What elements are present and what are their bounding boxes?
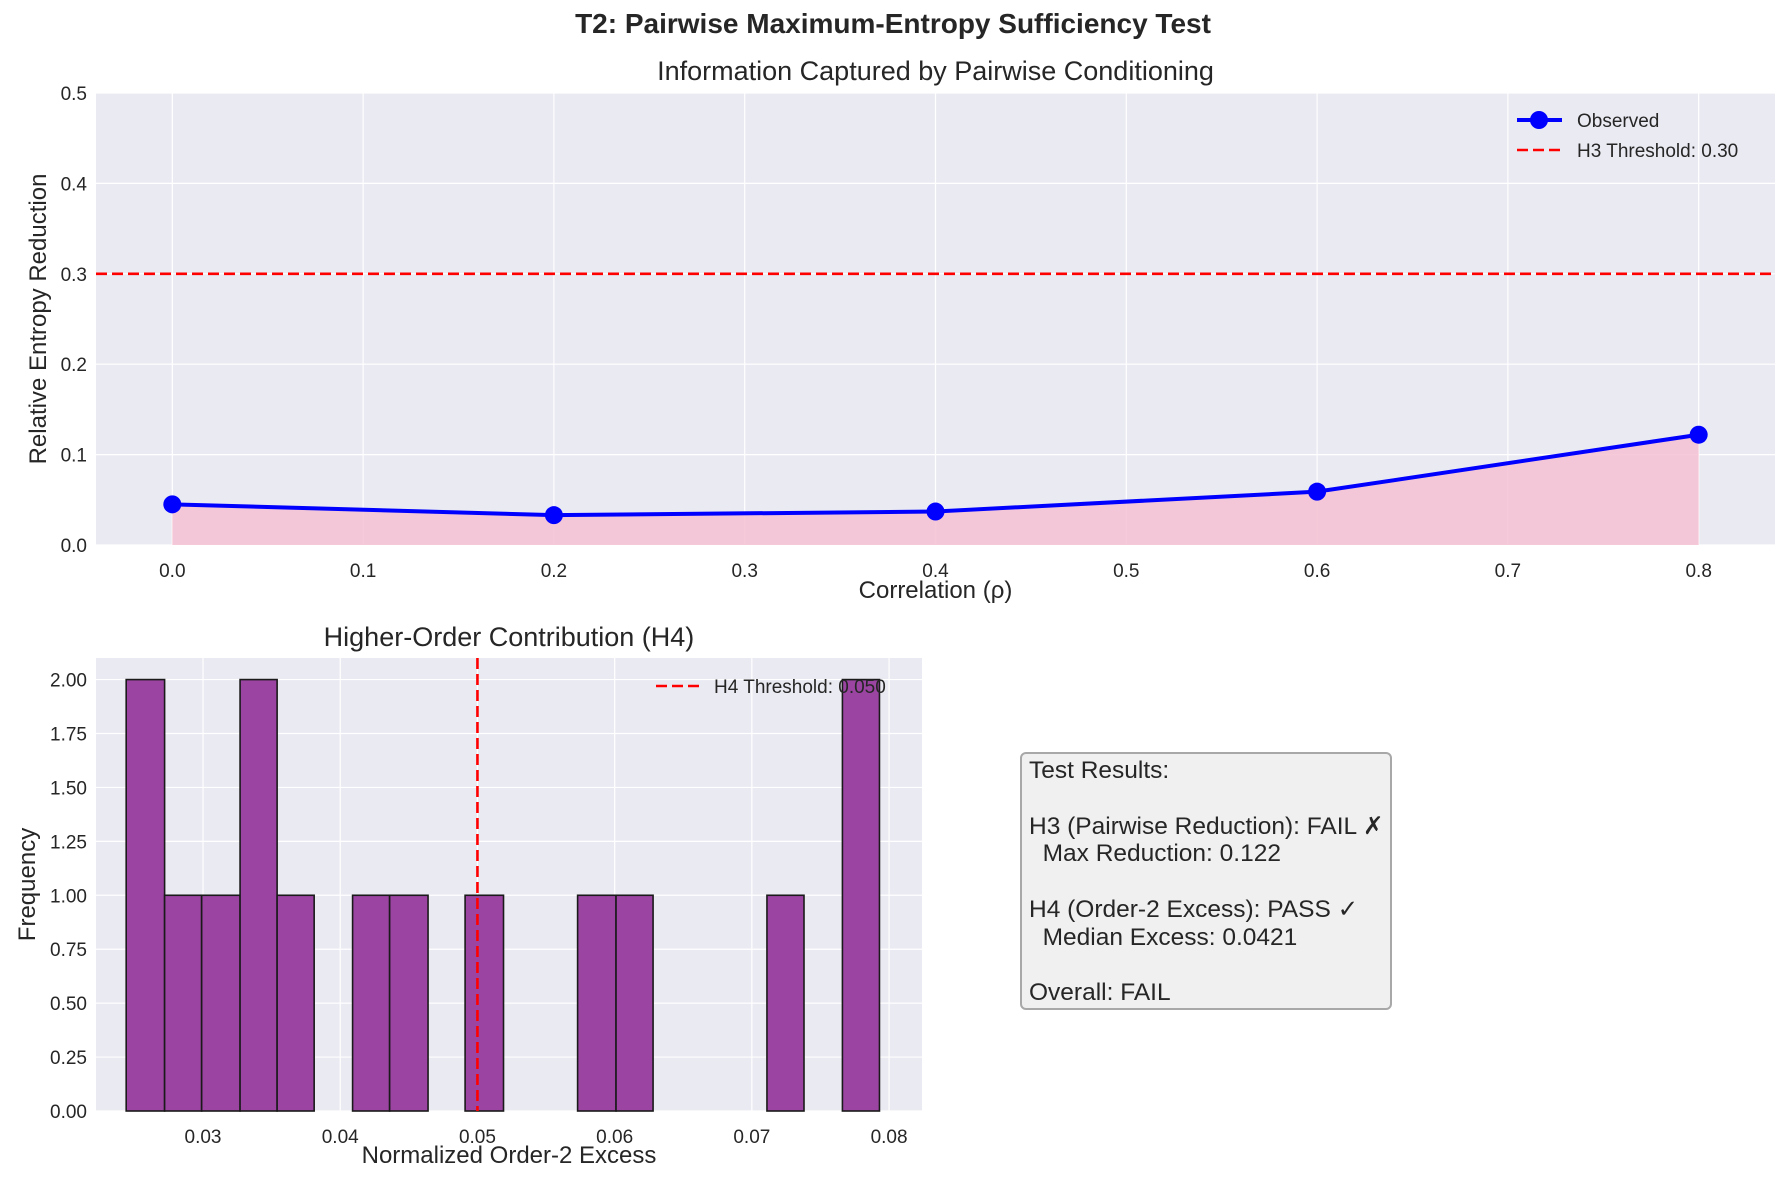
histogram-bar: [239, 678, 278, 1112]
chart1-x-tick-label: 0.4: [922, 561, 949, 582]
figure-suptitle: T2: Pairwise Maximum-Entropy Sufficiency…: [575, 8, 1211, 39]
legend-h4-threshold-label: H4 Threshold: 0.050: [714, 677, 886, 698]
histogram-bar: [200, 894, 241, 1112]
chart1-x-tick-label: 0.2: [541, 561, 567, 582]
chart1-x-tick-labels: 0.0 0.1 0.2 0.3 0.4 0.5 0.6 0.7 0.8: [159, 561, 1712, 582]
histogram-bar: [125, 678, 166, 1112]
chart1-x-tick-label: 0.3: [731, 561, 757, 582]
chart1-x-tick-label: 0.6: [1304, 561, 1330, 582]
chart2-x-tick-label: 0.03: [185, 1127, 222, 1148]
histogram-bar: [576, 894, 617, 1112]
chart2-x-tick-label: 0.04: [322, 1127, 359, 1148]
chart2-y-tick-label: 1.50: [50, 778, 87, 799]
chart2-y-axis-label: Frequency: [14, 828, 41, 941]
chart2-x-tick-labels: 0.03 0.04 0.05 0.06 0.07 0.08: [185, 1127, 908, 1148]
chart2-y-tick-label: 0.50: [50, 994, 87, 1015]
chart2-legend: H4 Threshold: 0.050: [656, 677, 886, 698]
chart1-y-tick-label: 0.0: [61, 536, 87, 557]
chart2-y-tick-label: 1.00: [50, 886, 87, 907]
legend-observed-marker: [1530, 111, 1548, 129]
chart2-y-tick-labels: 0.00 0.25 0.50 0.75 1.00 1.25 1.50 1.75 2.00: [50, 671, 87, 1123]
chart2-y-tick-label: 2.00: [50, 671, 87, 692]
histogram-bar: [766, 894, 805, 1112]
histogram-bar: [615, 894, 654, 1112]
chart2-y-tick-label: 1.75: [50, 725, 87, 746]
test-results-box: Test Results: H3 (Pairwise Reduction): F…: [1020, 752, 1392, 1010]
chart1-y-tick-labels: 0.0 0.1 0.2 0.3 0.4 0.5: [61, 84, 88, 557]
observed-data-point: [926, 502, 945, 521]
chart2-x-axis-label: Normalized Order-2 Excess: [362, 1142, 657, 1169]
histogram-bar: [464, 894, 505, 1112]
chart2-y-tick-label: 0.25: [50, 1048, 87, 1069]
chart1-x-tick-label: 0.8: [1685, 561, 1711, 582]
chart2-x-tick-label: 0.08: [871, 1127, 908, 1148]
chart1-y-tick-label: 0.5: [61, 84, 87, 105]
chart2-x-tick-label: 0.06: [596, 1127, 633, 1148]
chart1-y-tick-label: 0.4: [61, 174, 88, 195]
histogram-bar: [163, 894, 203, 1112]
chart1-y-axis-label: Relative Entropy Reduction: [25, 174, 52, 465]
chart2-y-tick-label: 0.00: [50, 1102, 87, 1123]
chart1-y-tick-label: 0.2: [61, 355, 87, 376]
chart1-legend: Observed H3 Threshold: 0.30: [1517, 111, 1738, 162]
entropy-reduction-chart: 0.0 0.1 0.2 0.3 0.4 0.5 0.6 0.7 0.8 0.0 0.1 0.2 0.3…: [25, 56, 1775, 604]
observed-data-point: [544, 506, 563, 525]
histogram-bar: [841, 678, 881, 1112]
chart1-x-tick-label: 0.7: [1495, 561, 1521, 582]
legend-h3-threshold-label: H3 Threshold: 0.30: [1577, 141, 1738, 162]
observed-series-points: [163, 425, 1708, 525]
observed-data-point: [1308, 482, 1327, 501]
chart1-x-tick-label: 0.0: [159, 561, 185, 582]
chart1-y-tick-label: 0.1: [61, 446, 87, 467]
histogram-bar: [388, 894, 429, 1112]
chart2-x-tick-label: 0.07: [733, 1127, 770, 1148]
chart2-title: Higher-Order Contribution (H4): [324, 622, 695, 652]
chart1-y-tick-label: 0.3: [61, 265, 87, 286]
chart2-y-tick-label: 0.75: [50, 940, 87, 961]
histogram-bars: [125, 678, 881, 1112]
histogram-bar: [351, 894, 391, 1112]
chart2-y-tick-label: 1.25: [50, 832, 87, 853]
chart1-title: Information Captured by Pairwise Conditi…: [657, 56, 1214, 86]
observed-data-point: [163, 495, 182, 514]
chart1-x-tick-label: 0.5: [1113, 561, 1139, 582]
chart1-x-tick-label: 0.1: [350, 561, 376, 582]
chart1-x-axis-label: Correlation (ρ): [859, 577, 1013, 604]
observed-data-point: [1689, 425, 1708, 444]
histogram-bar: [276, 894, 315, 1112]
chart2-x-tick-label: 0.05: [459, 1127, 496, 1148]
legend-observed-label: Observed: [1577, 111, 1659, 132]
order2-excess-histogram: 0.03 0.04 0.05 0.06 0.07 0.08 0.00 0.25 0.50 0.7…: [14, 622, 922, 1169]
